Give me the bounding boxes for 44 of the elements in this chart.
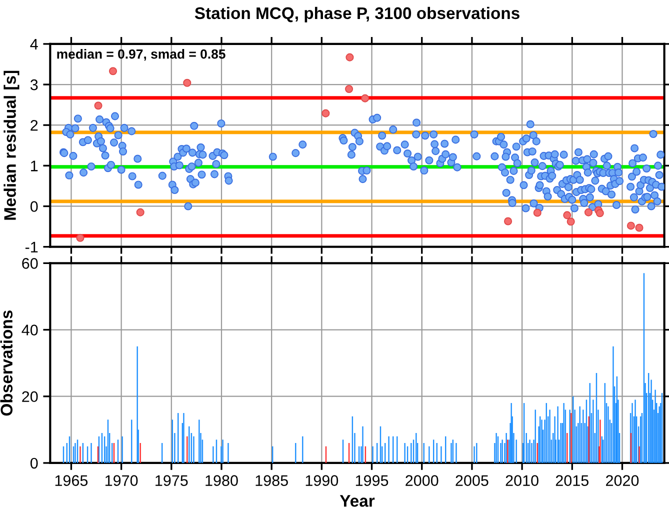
x-tick-label: 1975 — [156, 475, 188, 486]
point — [346, 53, 354, 62]
point — [596, 209, 604, 218]
point — [563, 211, 572, 220]
y-tick-label: 0 — [30, 201, 38, 212]
y-tick-label: -1 — [25, 242, 38, 252]
point — [635, 224, 644, 232]
x-axis-title: Year — [340, 495, 375, 507]
x-tick-label: 2015 — [556, 475, 588, 486]
point — [108, 67, 118, 76]
x-tick-label: 2020 — [606, 475, 639, 486]
y-tick-label: 60 — [22, 258, 38, 269]
point — [626, 222, 635, 230]
y-tick-label: 0 — [30, 458, 38, 469]
x-tick-label: 1970 — [105, 475, 138, 486]
y-axis-title: Observations — [0, 310, 13, 416]
x-tick-label: 1995 — [356, 475, 388, 486]
point — [584, 208, 592, 216]
y-tick-label: 4 — [30, 38, 38, 50]
point — [76, 234, 84, 242]
x-tick-label: 1985 — [256, 475, 288, 486]
y-tick-label: 40 — [22, 324, 38, 336]
point — [566, 218, 575, 226]
point — [345, 84, 354, 94]
point — [136, 208, 144, 216]
x-tick-label: 2000 — [406, 475, 438, 486]
x-tick-label: 2010 — [506, 475, 538, 486]
point — [183, 78, 192, 87]
y-axis-title: Median residual [s] — [4, 70, 20, 220]
y-tick-label: 2 — [30, 120, 38, 131]
annotation: median = 0.97, smad = 0.85 — [57, 49, 226, 61]
x-tick-label: 1990 — [306, 475, 338, 486]
x-tick-label: 1965 — [55, 475, 88, 486]
y-tick-label: 1 — [31, 160, 38, 172]
chart-title: Station MCQ, phase P, 3100 observations — [194, 6, 520, 22]
point — [322, 109, 330, 118]
x-tick-label: 1980 — [206, 475, 238, 486]
point — [504, 217, 512, 226]
y-tick-label: 3 — [30, 79, 38, 90]
point — [533, 208, 542, 217]
point — [361, 94, 370, 102]
point — [94, 102, 102, 110]
x-tick-label: 2005 — [456, 475, 488, 486]
y-tick-label: 20 — [22, 391, 38, 402]
